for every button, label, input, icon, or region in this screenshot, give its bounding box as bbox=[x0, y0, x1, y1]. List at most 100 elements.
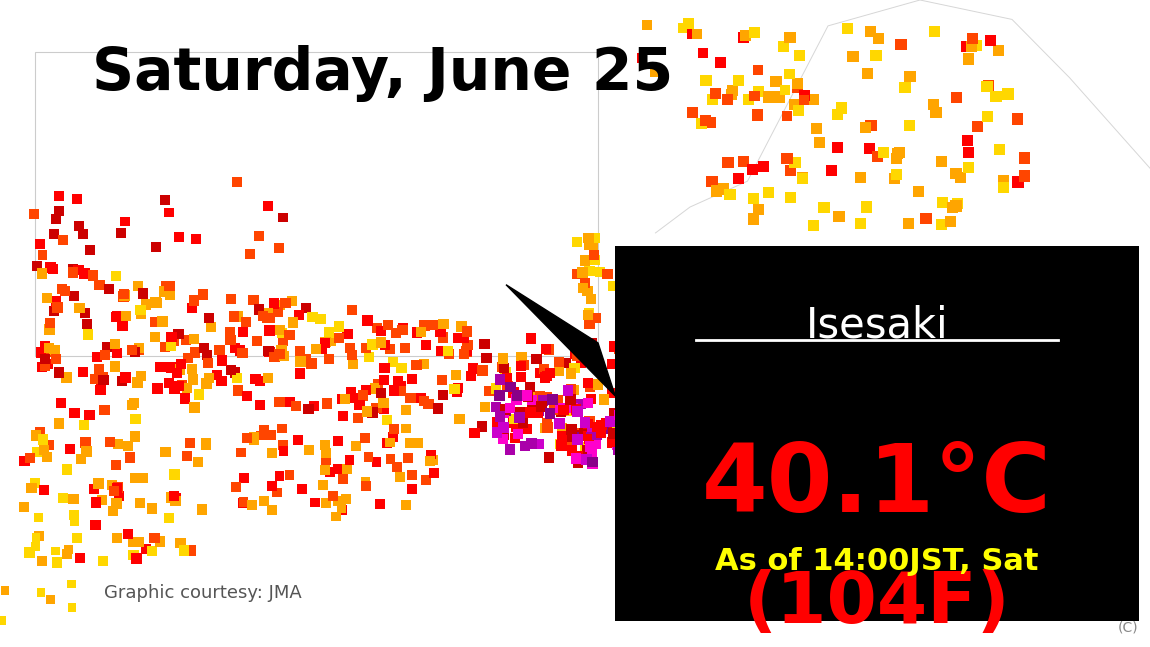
Point bbox=[161, 362, 179, 373]
Point bbox=[667, 318, 685, 329]
Point bbox=[62, 579, 81, 589]
Point bbox=[271, 325, 290, 335]
Point bbox=[567, 404, 585, 415]
Point bbox=[562, 424, 581, 435]
Point bbox=[77, 446, 95, 457]
Point bbox=[465, 428, 483, 438]
Point bbox=[177, 383, 196, 393]
Point bbox=[707, 186, 726, 196]
Point bbox=[33, 269, 52, 279]
Point bbox=[332, 394, 351, 404]
Point bbox=[63, 602, 82, 612]
Point bbox=[1015, 153, 1034, 163]
Point bbox=[380, 320, 398, 330]
Point bbox=[611, 378, 629, 388]
Point bbox=[231, 447, 250, 457]
Point bbox=[493, 353, 512, 364]
Point bbox=[892, 39, 911, 49]
Point bbox=[128, 377, 146, 388]
Point bbox=[572, 399, 590, 409]
Point bbox=[291, 368, 309, 378]
Point bbox=[660, 334, 678, 345]
Point bbox=[375, 363, 393, 373]
Point bbox=[736, 351, 754, 361]
Point bbox=[58, 549, 76, 559]
Point bbox=[735, 157, 753, 167]
Point bbox=[934, 197, 952, 208]
Point bbox=[44, 264, 62, 274]
Point bbox=[723, 85, 742, 96]
Point bbox=[745, 91, 764, 102]
Point bbox=[595, 423, 613, 433]
Point bbox=[33, 556, 52, 566]
Polygon shape bbox=[506, 285, 615, 396]
Point bbox=[718, 94, 736, 105]
Point bbox=[66, 408, 84, 418]
Point bbox=[185, 402, 204, 413]
Point bbox=[580, 431, 598, 441]
Point bbox=[130, 345, 148, 355]
Point bbox=[132, 371, 151, 381]
Point bbox=[162, 340, 181, 351]
Point bbox=[225, 367, 244, 378]
Point bbox=[815, 203, 834, 213]
Point bbox=[104, 506, 122, 516]
Point bbox=[414, 359, 432, 369]
Point bbox=[370, 499, 389, 509]
Point bbox=[146, 316, 164, 327]
Point bbox=[275, 446, 293, 457]
Point bbox=[512, 407, 530, 417]
Point bbox=[697, 75, 715, 85]
Point bbox=[356, 343, 375, 353]
Point bbox=[586, 232, 605, 243]
Point bbox=[431, 327, 450, 337]
Point bbox=[86, 373, 105, 384]
Text: (C): (C) bbox=[1118, 620, 1138, 634]
Point bbox=[580, 233, 598, 243]
Point bbox=[115, 291, 133, 301]
Point bbox=[178, 451, 197, 461]
Point bbox=[227, 482, 245, 492]
Point bbox=[224, 311, 243, 322]
Point bbox=[583, 458, 601, 468]
Point bbox=[336, 393, 354, 404]
Point bbox=[435, 319, 453, 329]
Point bbox=[246, 374, 264, 384]
Point bbox=[334, 474, 352, 484]
Point bbox=[999, 89, 1018, 99]
Point bbox=[118, 441, 137, 451]
Point bbox=[95, 350, 114, 360]
Point bbox=[332, 503, 351, 514]
Point bbox=[171, 358, 190, 369]
Point bbox=[578, 444, 597, 455]
Point bbox=[749, 110, 767, 120]
Point bbox=[259, 313, 277, 323]
Point bbox=[857, 202, 875, 212]
Point bbox=[41, 594, 60, 604]
Point bbox=[491, 390, 509, 400]
Point bbox=[200, 313, 218, 323]
Point bbox=[63, 267, 82, 278]
Point bbox=[128, 553, 146, 564]
Point bbox=[927, 107, 945, 118]
Point bbox=[347, 441, 366, 451]
Point bbox=[377, 415, 396, 425]
Point bbox=[146, 298, 164, 308]
Point bbox=[493, 362, 512, 373]
Point bbox=[601, 416, 620, 426]
Point bbox=[238, 391, 256, 401]
Point bbox=[667, 338, 685, 348]
Point bbox=[260, 325, 278, 336]
Point bbox=[697, 322, 715, 333]
Point bbox=[574, 428, 592, 439]
Point bbox=[750, 87, 768, 97]
Point bbox=[978, 82, 996, 92]
Point bbox=[133, 289, 152, 299]
Point bbox=[32, 587, 51, 597]
Point bbox=[33, 434, 52, 444]
Point bbox=[61, 444, 79, 454]
Point bbox=[402, 374, 421, 384]
Point bbox=[828, 142, 846, 153]
Point bbox=[564, 406, 582, 417]
Point bbox=[605, 342, 623, 352]
